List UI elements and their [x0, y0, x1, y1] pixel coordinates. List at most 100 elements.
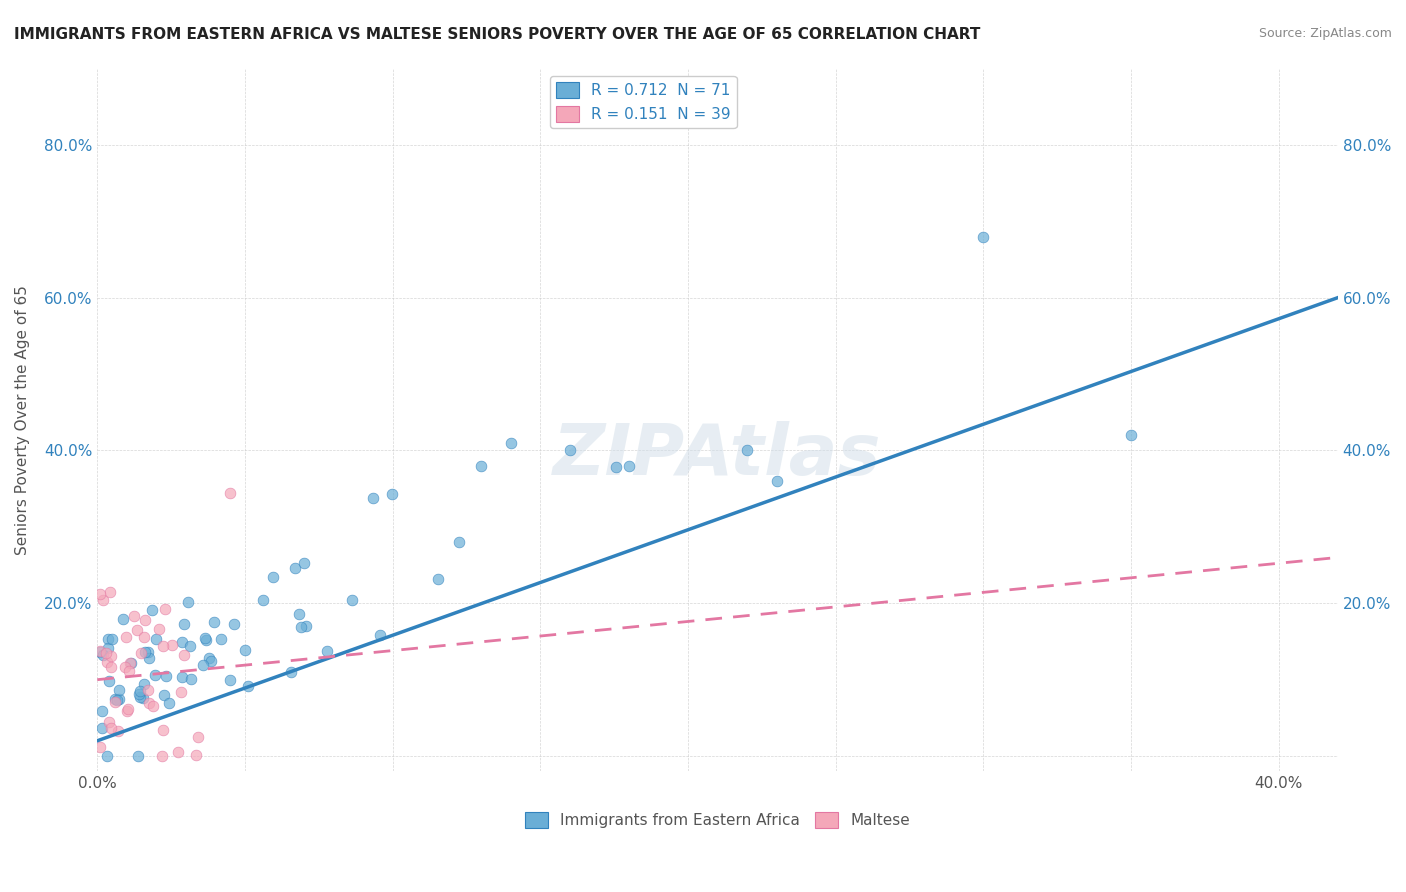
Text: IMMIGRANTS FROM EASTERN AFRICA VS MALTESE SENIORS POVERTY OVER THE AGE OF 65 COR: IMMIGRANTS FROM EASTERN AFRICA VS MALTES…: [14, 27, 980, 42]
Point: [153, 602, 176, 616]
Point: [105, 693, 128, 707]
Point: [108, 691, 131, 706]
Point: [284, 561, 307, 575]
Point: [128, 690, 150, 705]
Point: [91, 704, 114, 718]
Point: [152, 749, 174, 764]
Point: [115, 630, 138, 644]
Point: [200, 654, 222, 668]
Point: [340, 593, 363, 607]
Point: [157, 696, 180, 710]
Point: [252, 593, 274, 607]
Point: [449, 535, 471, 549]
Point: [96, 655, 118, 669]
Point: [972, 229, 994, 244]
Point: [89, 739, 111, 754]
Point: [118, 657, 141, 671]
Point: [167, 745, 190, 759]
Point: [160, 638, 183, 652]
Point: [191, 658, 214, 673]
Point: [222, 616, 245, 631]
Point: [381, 487, 404, 501]
Point: [218, 673, 240, 688]
Point: [131, 646, 153, 660]
Point: [125, 624, 148, 638]
Point: [470, 458, 492, 473]
Point: [180, 672, 202, 686]
Point: [218, 485, 240, 500]
Point: [368, 628, 391, 642]
Point: [107, 683, 129, 698]
Point: [114, 659, 136, 673]
Point: [97, 640, 120, 655]
Point: [179, 639, 201, 653]
Point: [100, 648, 122, 663]
Point: [142, 699, 165, 714]
Point: [1119, 428, 1142, 442]
Point: [202, 615, 225, 630]
Point: [361, 491, 384, 506]
Point: [499, 435, 522, 450]
Point: [122, 609, 145, 624]
Point: [98, 585, 121, 599]
Legend: Immigrants from Eastern Africa, Maltese: Immigrants from Eastern Africa, Maltese: [519, 805, 917, 834]
Point: [280, 665, 302, 680]
Point: [735, 443, 758, 458]
Point: [89, 644, 111, 658]
Point: [153, 688, 176, 702]
Point: [235, 642, 257, 657]
Text: Source: ZipAtlas.com: Source: ZipAtlas.com: [1258, 27, 1392, 40]
Point: [173, 648, 195, 662]
Point: [143, 668, 166, 682]
Point: [136, 683, 159, 698]
Point: [152, 639, 174, 653]
Point: [98, 715, 121, 730]
Point: [97, 674, 120, 689]
Point: [138, 645, 160, 659]
Point: [176, 595, 198, 609]
Point: [173, 616, 195, 631]
Point: [148, 622, 170, 636]
Point: [127, 749, 149, 764]
Point: [104, 692, 127, 706]
Point: [138, 697, 160, 711]
Point: [117, 704, 139, 718]
Point: [100, 659, 122, 673]
Point: [262, 570, 284, 584]
Point: [112, 612, 135, 626]
Point: [765, 474, 787, 488]
Point: [605, 460, 627, 475]
Point: [427, 573, 450, 587]
Point: [187, 730, 209, 744]
Point: [91, 648, 114, 662]
Point: [170, 685, 193, 699]
Point: [97, 632, 120, 646]
Point: [194, 631, 217, 645]
Point: [134, 645, 156, 659]
Point: [288, 607, 311, 622]
Point: [89, 645, 111, 659]
Point: [118, 664, 141, 678]
Point: [145, 632, 167, 647]
Point: [141, 603, 163, 617]
Point: [209, 632, 232, 646]
Point: [89, 586, 111, 600]
Point: [132, 677, 155, 691]
Point: [290, 620, 312, 634]
Point: [194, 632, 217, 647]
Point: [96, 749, 118, 764]
Point: [155, 669, 177, 683]
Point: [238, 679, 260, 693]
Point: [184, 748, 207, 763]
Point: [315, 644, 337, 658]
Point: [104, 695, 127, 709]
Y-axis label: Seniors Poverty Over the Age of 65: Seniors Poverty Over the Age of 65: [15, 285, 30, 555]
Point: [152, 723, 174, 738]
Point: [198, 650, 221, 665]
Point: [91, 593, 114, 607]
Point: [120, 657, 142, 671]
Point: [100, 632, 122, 646]
Point: [617, 458, 640, 473]
Point: [91, 721, 114, 735]
Point: [128, 687, 150, 701]
